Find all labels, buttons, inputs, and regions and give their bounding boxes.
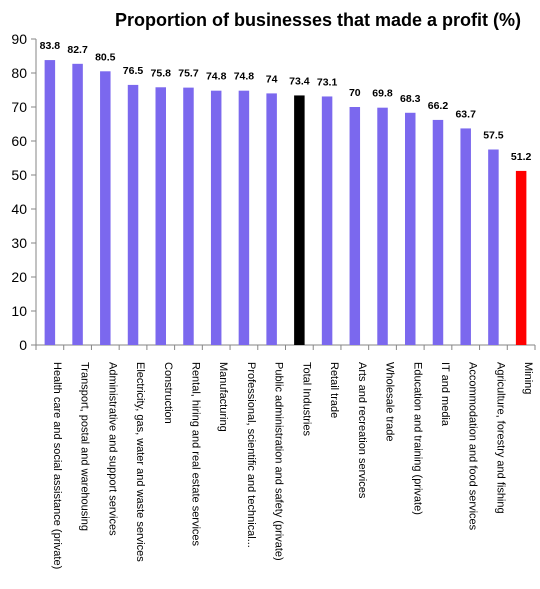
- data-label: 69.8: [372, 88, 393, 100]
- bar: [183, 87, 194, 346]
- x-tick-label: IT and media: [439, 362, 451, 427]
- x-tick-label: Agriculture, forestry and fishing: [494, 362, 506, 514]
- x-tick-label: Transport, postal and warehousing: [79, 362, 91, 531]
- bar: [155, 87, 166, 345]
- data-label: 75.7: [178, 68, 199, 80]
- y-tick-label: 40: [11, 201, 27, 217]
- data-label: 80.5: [95, 51, 116, 63]
- bar: [72, 63, 83, 345]
- y-tick-label: 10: [11, 303, 27, 319]
- x-tick-label: Total Industries: [300, 362, 312, 436]
- bar: [100, 71, 111, 346]
- y-tick-label: 0: [19, 337, 27, 353]
- x-tick-label: Education and training (private): [411, 362, 423, 515]
- bar: [405, 112, 416, 345]
- bar: [349, 107, 361, 345]
- x-tick-label: Retail trade: [328, 362, 340, 418]
- y-tick-label: 80: [11, 65, 27, 81]
- data-label: 73.1: [317, 76, 338, 88]
- data-label: 74: [266, 73, 278, 85]
- bar: [488, 149, 499, 345]
- data-label: 74.8: [206, 71, 227, 83]
- x-tick-label: Manufacturing: [217, 362, 229, 432]
- data-label: 66.2: [428, 100, 449, 112]
- x-tick-label: Mining: [522, 362, 534, 394]
- bar: [294, 95, 305, 345]
- y-tick-label: 60: [11, 133, 27, 149]
- data-label: 83.8: [40, 40, 61, 52]
- bar: [266, 93, 277, 346]
- y-tick-label: 20: [11, 269, 27, 285]
- x-tick-label: Public administration and safety (privat…: [273, 362, 285, 561]
- x-tick-label: Accommodation and food services: [467, 362, 479, 531]
- bar: [127, 84, 139, 346]
- data-label: 74.8: [234, 71, 255, 83]
- y-tick-label: 50: [11, 167, 27, 183]
- y-tick-label: 90: [11, 31, 27, 47]
- x-tick-label: Health care and social assistance (priva…: [51, 362, 63, 569]
- x-tick-label: Electricity, gas, water and waste servic…: [134, 362, 146, 562]
- x-tick-label: Administrative and support services: [106, 362, 118, 536]
- chart-title: Proportion of businesses that made a pro…: [115, 10, 521, 30]
- bar: [44, 60, 56, 346]
- bar: [432, 119, 444, 345]
- data-label: 76.5: [123, 65, 144, 77]
- data-label: 57.5: [483, 130, 504, 142]
- bar: [210, 90, 222, 346]
- bar: [321, 96, 333, 346]
- bar: [377, 107, 388, 346]
- bar: [460, 128, 471, 345]
- x-tick-label: Arts and recreation services: [356, 362, 368, 499]
- y-tick-label: 70: [11, 99, 27, 115]
- data-label: 70: [349, 87, 361, 99]
- data-label: 73.4: [289, 75, 310, 87]
- x-tick-label: Professional, scientific and technical..…: [245, 362, 257, 548]
- data-label: 63.7: [455, 108, 476, 120]
- data-label: 68.3: [400, 93, 421, 105]
- x-tick-label: Rental, hiring and real estate services: [189, 362, 201, 547]
- data-label: 75.8: [151, 67, 172, 79]
- plot-area: 0 10 20 30 40 50 60 70 80 90 83.8 Health care and s…: [11, 31, 536, 569]
- x-tick-label: Construction: [162, 362, 174, 424]
- bar: [515, 170, 527, 345]
- x-tick-label: Wholesale trade: [384, 362, 396, 442]
- bar: [238, 90, 250, 346]
- y-tick-label: 30: [11, 235, 27, 251]
- data-label: 82.7: [67, 44, 88, 56]
- data-label: 51.2: [511, 151, 532, 163]
